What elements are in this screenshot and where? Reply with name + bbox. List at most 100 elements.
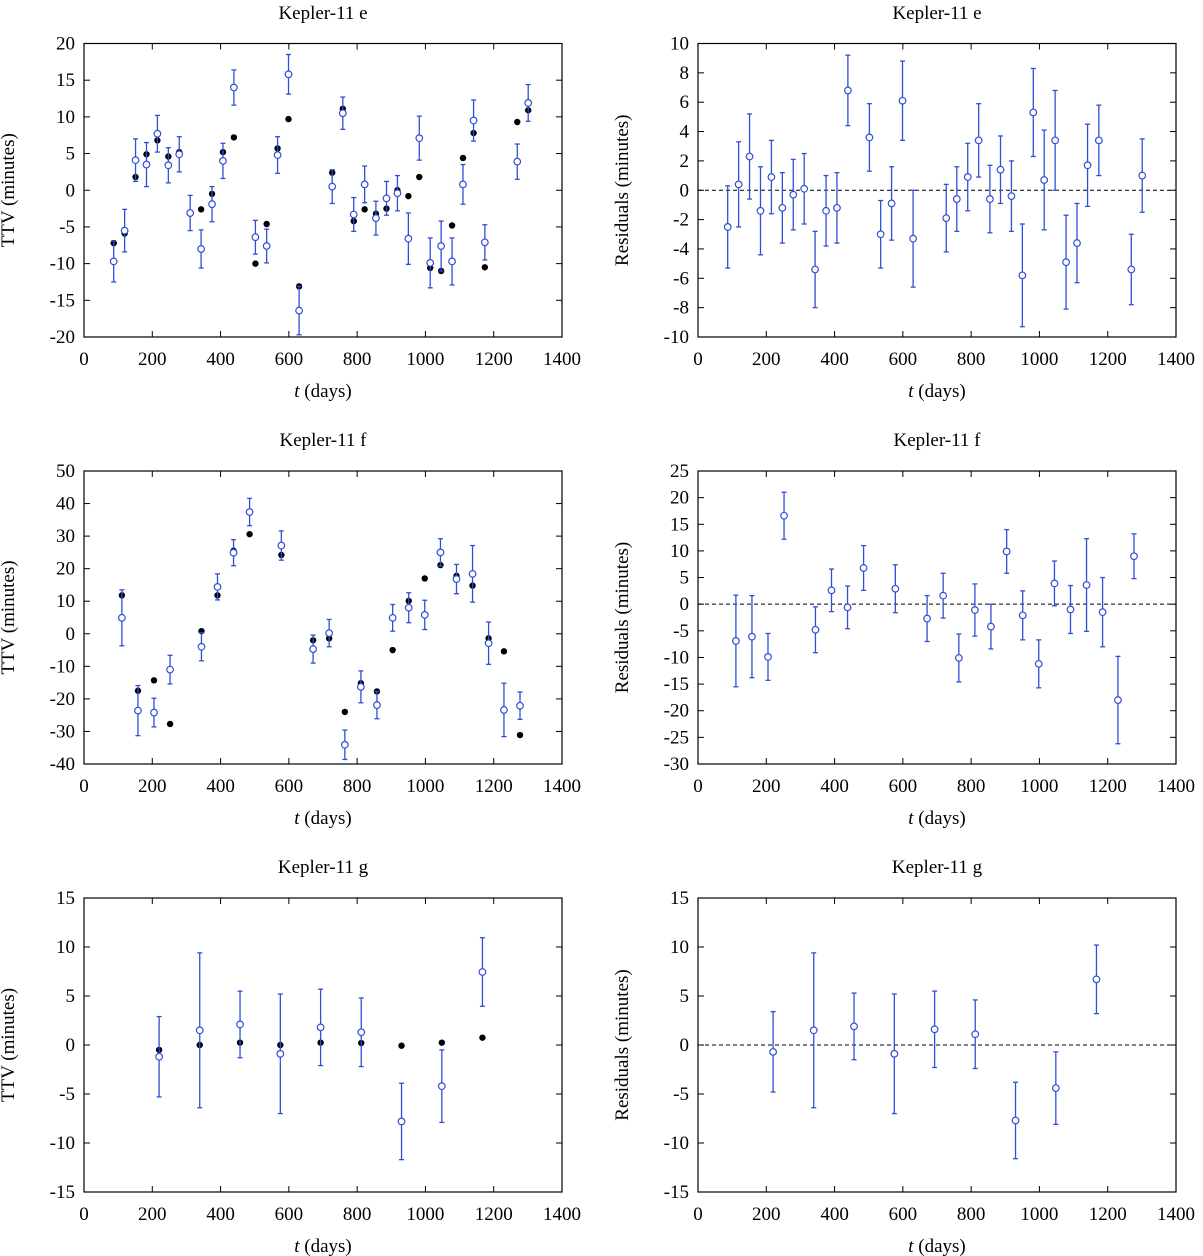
y-tick-label: -40	[50, 754, 75, 775]
x-tick-label: 600	[275, 776, 304, 797]
model-point	[514, 118, 521, 126]
observed-point	[1029, 108, 1038, 117]
y-tick-label: 5	[680, 986, 690, 1007]
y-tick-label: 5	[66, 144, 76, 165]
observed-point	[987, 622, 995, 631]
observed-point-with-error	[723, 185, 732, 269]
observed-point-with-error	[887, 166, 896, 241]
observed-point-with-error	[1066, 584, 1075, 635]
x-tick-label: 0	[693, 349, 703, 370]
observed-point	[284, 70, 293, 79]
observed-point	[1127, 265, 1136, 274]
observed-point-with-error	[153, 114, 162, 153]
observed-point	[415, 134, 424, 143]
observed-point	[262, 242, 271, 250]
chart-title: Kepler-11 g	[278, 857, 369, 878]
x-tick-label: 1200	[1089, 349, 1127, 370]
observed-point	[887, 199, 896, 208]
model-point	[285, 115, 292, 123]
observed-point-with-error	[1098, 576, 1107, 648]
observed-point-with-error	[360, 165, 369, 204]
observed-point-with-error	[373, 690, 381, 720]
x-tick-label: 0	[79, 776, 89, 797]
observed-point-with-error	[382, 180, 391, 216]
observed-point-with-error	[131, 138, 140, 183]
plot-frame	[83, 470, 563, 765]
x-tick-label: 600	[889, 776, 918, 797]
y-tick-label: 8	[680, 63, 690, 84]
x-axis-label-variable: t	[294, 808, 300, 829]
observed-point	[1098, 608, 1107, 617]
x-tick-label: 200	[138, 1204, 167, 1225]
observed-point	[186, 209, 195, 217]
y-tick-label: -5	[673, 621, 689, 642]
y-tick-label: 4	[680, 122, 690, 143]
observed-point	[942, 214, 951, 223]
observed-point-with-error	[516, 691, 524, 721]
observed-point-with-error	[986, 164, 994, 234]
y-tick-label: -15	[664, 1182, 689, 1203]
observed-point	[478, 968, 487, 976]
observed-point-with-error	[437, 220, 446, 272]
observed-point-with-error	[404, 592, 413, 624]
observed-point-with-error	[971, 999, 980, 1070]
observed-point	[827, 586, 836, 595]
x-axis-label: t (days)	[294, 381, 352, 402]
x-tick-label: 600	[275, 1204, 304, 1225]
observed-point	[865, 133, 874, 142]
observed-point	[952, 195, 961, 203]
observed-point-with-error	[142, 141, 151, 188]
x-axis-label-variable: t	[294, 381, 300, 402]
observed-point-with-error	[833, 171, 841, 244]
observed-point-with-error	[276, 993, 285, 1115]
observed-point	[142, 160, 151, 169]
model-point	[197, 206, 205, 213]
observed-point-with-error	[822, 174, 830, 247]
y-tick-label: 0	[680, 180, 690, 201]
observed-point-with-error	[1002, 528, 1011, 574]
observed-point-with-error	[954, 633, 963, 683]
y-tick-label: 2	[680, 151, 690, 172]
observed-point-with-error	[219, 142, 227, 180]
observed-point	[731, 637, 740, 645]
x-tick-label: 1400	[543, 776, 581, 797]
model-point	[361, 206, 368, 213]
x-axis-label-unit: (days)	[914, 1236, 966, 1256]
y-tick-label: -30	[664, 754, 689, 775]
observed-point-with-error	[117, 589, 126, 647]
model-point	[421, 575, 428, 582]
y-axis-label: TTV (minutes)	[0, 133, 19, 247]
observed-point-with-error	[1018, 223, 1027, 328]
observed-point	[109, 257, 118, 266]
x-tick-label: 800	[957, 349, 986, 370]
observed-point-with-error	[748, 595, 756, 679]
observed-point-with-error	[909, 189, 917, 288]
observed-point-with-error	[469, 99, 478, 142]
observed-point-with-error	[372, 200, 380, 236]
y-tick-label: 15	[670, 888, 689, 909]
observed-point	[1051, 1084, 1060, 1093]
observed-point	[155, 1052, 164, 1061]
observed-point	[437, 1082, 446, 1091]
observed-point	[769, 1047, 778, 1056]
observed-point	[500, 706, 508, 714]
observed-point	[436, 548, 445, 557]
y-tick-label: -8	[673, 298, 689, 319]
y-tick-label: 5	[680, 568, 690, 589]
observed-point	[480, 238, 489, 247]
observed-point	[939, 591, 948, 600]
observed-point-with-error	[284, 53, 293, 95]
observed-point	[1002, 547, 1011, 556]
observed-point-with-error	[420, 599, 429, 631]
observed-point-with-error	[393, 174, 402, 212]
observed-point-with-error	[1092, 944, 1101, 1015]
observed-point-with-error	[309, 634, 317, 664]
y-tick-label: 10	[56, 591, 75, 612]
observed-point-with-error	[1011, 1081, 1020, 1160]
y-tick-label: 0	[66, 624, 76, 645]
y-axis-label: Residuals (minutes)	[612, 542, 633, 693]
observed-point-with-error	[734, 141, 743, 228]
observed-point	[229, 83, 238, 92]
observed-point-with-error	[890, 993, 899, 1115]
observed-point	[970, 606, 979, 614]
